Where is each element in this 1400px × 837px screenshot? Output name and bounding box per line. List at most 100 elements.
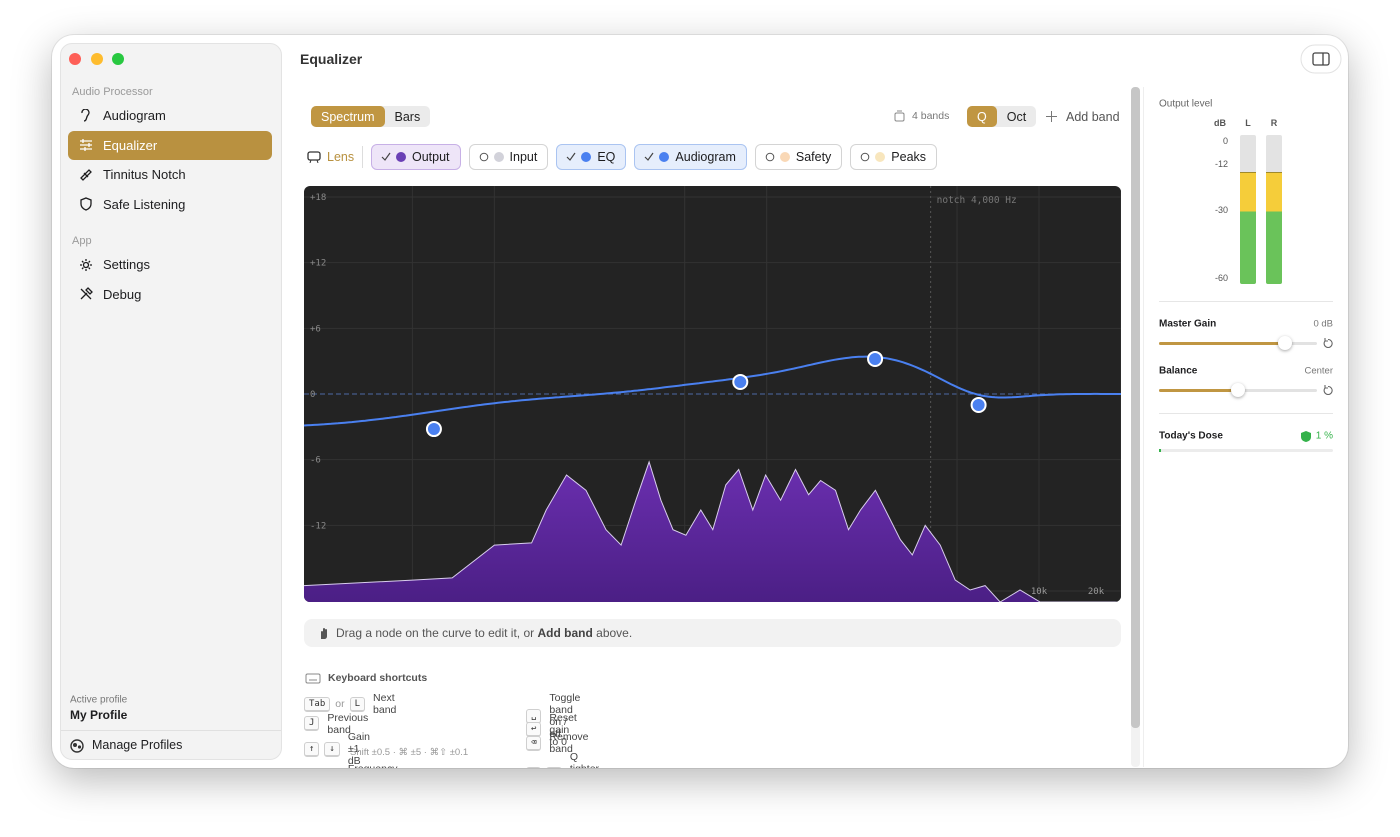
toggle-check <box>566 152 576 161</box>
y-tick-label: +6 <box>310 324 321 334</box>
shield-icon <box>1301 431 1311 442</box>
spectrum-fill <box>304 461 1121 602</box>
dose-fill <box>1159 449 1161 452</box>
key: → <box>324 767 340 768</box>
sidebar-item[interactable]: Equalizer <box>68 130 272 160</box>
sidebar-section: App <box>72 235 92 247</box>
manage-profiles[interactable]: Manage Profiles <box>92 738 183 752</box>
toggle-check <box>765 152 775 162</box>
shortcut-row: ↩ Reset gain to 0 <box>526 712 582 748</box>
sidebar-item[interactable]: Tinnitus Notch <box>68 160 272 189</box>
control-label: Balance <box>1159 365 1198 377</box>
sidebar-item[interactable]: Audiogram <box>68 101 272 130</box>
eq-node[interactable] <box>867 350 884 367</box>
hint-text: above. <box>596 626 633 640</box>
check-ring <box>479 152 488 162</box>
eq-curve <box>304 355 1121 427</box>
slider-knob[interactable] <box>1278 336 1292 350</box>
shortcut-label: Remove band <box>549 731 589 755</box>
meter-scale: 0 <box>1222 136 1228 146</box>
toggle-label: Peaks <box>891 150 927 164</box>
plus-icon <box>1046 111 1057 122</box>
y-tick-label: +18 <box>310 193 326 203</box>
shortcut-sub: Shift ±0.5 · ⌘ ±5 · ⌘⇧ ±0.1 <box>350 747 469 758</box>
item-icon <box>80 287 93 300</box>
item-icon <box>81 108 90 122</box>
lens[interactable]: Lens <box>327 150 355 164</box>
item-icon <box>80 139 92 152</box>
sidebar-item[interactable]: Debug <box>68 280 272 309</box>
sidebar-item[interactable]: Safe Listening <box>68 190 272 219</box>
toggle-label: EQ <box>597 150 616 164</box>
slider-knob[interactable] <box>1231 383 1245 397</box>
icon-shape <box>80 168 92 181</box>
layer-toggle[interactable]: Audiogram <box>634 144 747 170</box>
check-ring <box>765 152 775 162</box>
toggle-dot <box>581 152 592 162</box>
width-mode-switch: Q Oct <box>967 106 1037 127</box>
y-tick-label: -12 <box>310 521 326 531</box>
eq-node[interactable] <box>425 421 442 438</box>
dose-label: Today's Dose <box>1159 430 1223 442</box>
y-tick-label: 0 <box>310 390 315 400</box>
shortcut-label: Q tighter / wider <box>569 750 599 769</box>
icon-shape <box>80 197 92 211</box>
segment[interactable]: Q <box>967 106 997 127</box>
segment[interactable]: Bars <box>394 109 421 124</box>
sidebar <box>60 43 282 760</box>
window-title: Equalizer <box>300 51 363 67</box>
segment[interactable]: Oct <box>1006 109 1027 124</box>
scroll-thumb[interactable] <box>1131 87 1140 728</box>
y-tick-label: +12 <box>310 259 326 269</box>
icon-shape <box>80 139 92 152</box>
layer-toggle[interactable]: Safety <box>754 144 843 170</box>
toggle-dot <box>493 152 504 162</box>
reset-icon[interactable] <box>1323 338 1333 348</box>
shortcut-label: Toggle band on / off <box>549 692 581 740</box>
meter-header: R <box>1270 118 1278 128</box>
icon-shape <box>80 287 93 300</box>
hint-bar: Drag a node on the curve to edit it, or … <box>304 619 1121 647</box>
shortcut-label: Gain ±1 dB <box>347 731 371 767</box>
check-mark <box>644 152 654 161</box>
traffic-lights[interactable] <box>66 52 126 66</box>
icon-shape <box>81 108 90 122</box>
key: L <box>349 696 366 712</box>
item-label: Settings <box>103 257 150 272</box>
window-content: Audio Processor Audiogram Equalizer Tinnitu… <box>52 35 1348 768</box>
meter-scale: -60 <box>1214 273 1228 283</box>
toggle-dot <box>875 152 886 162</box>
toggle-check <box>381 152 391 161</box>
hint-link[interactable]: Add band <box>537 626 593 640</box>
hint-text: Drag a node on the curve to edit it, or <box>336 626 535 640</box>
item-label: Safe Listening <box>103 196 186 212</box>
layer-toggle[interactable]: Input <box>468 144 549 170</box>
reset-icon[interactable] <box>1323 385 1333 395</box>
add-band[interactable]: Add band <box>1066 110 1120 124</box>
slider-fill <box>1159 389 1238 392</box>
layer-toggle[interactable]: EQ <box>556 144 627 170</box>
reset-arrow <box>1323 385 1333 395</box>
x-tick-label: 10k <box>1031 587 1048 597</box>
meter-level <box>1266 171 1282 284</box>
sidebar-item[interactable]: Settings <box>68 250 272 279</box>
eq-node[interactable] <box>970 396 987 413</box>
divider <box>1143 87 1144 767</box>
item-icon <box>80 197 92 211</box>
eq-graph[interactable]: +18+12+60-6-12-18501005001k5k10k20knotch… <box>304 186 1121 602</box>
layer-toggle[interactable]: Peaks <box>850 144 938 170</box>
lens-icon <box>307 151 321 163</box>
layer-toggle[interactable]: Output <box>371 144 461 170</box>
segment[interactable]: Spectrum <box>311 106 385 127</box>
item-icon <box>80 258 92 271</box>
sidebar-toggle[interactable] <box>1300 44 1342 74</box>
divider <box>362 146 363 168</box>
control-value: 0 dB <box>1313 318 1333 330</box>
meter-scale: -30 <box>1214 205 1228 215</box>
reset-arrow <box>1323 338 1333 348</box>
check-ring <box>860 152 870 162</box>
meter-header: L <box>1245 118 1251 128</box>
shortcut-label: Reset gain to 0 <box>549 711 577 748</box>
shortcut-label: Next band <box>373 692 397 716</box>
eq-node[interactable] <box>732 373 749 390</box>
